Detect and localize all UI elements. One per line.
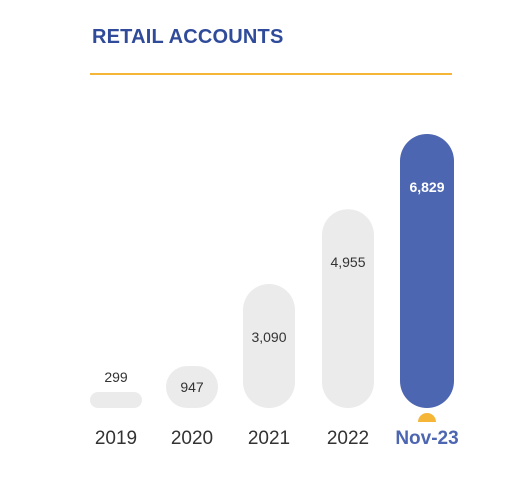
category-label: 2020 bbox=[171, 428, 213, 449]
category-label: Nov-23 bbox=[395, 428, 458, 449]
bars-group bbox=[90, 134, 454, 422]
category-label: 2021 bbox=[248, 428, 290, 449]
value-label: 4,955 bbox=[330, 254, 365, 270]
bar-2022 bbox=[322, 209, 374, 408]
category-label: 2019 bbox=[95, 428, 137, 449]
bar-2020 bbox=[166, 366, 218, 408]
title-underline bbox=[90, 73, 452, 75]
bar-2021 bbox=[243, 284, 295, 408]
value-label: 3,090 bbox=[251, 329, 286, 345]
category-label: 2022 bbox=[327, 428, 369, 449]
bar-nov-23 bbox=[400, 134, 454, 408]
highlight-marker bbox=[418, 413, 436, 422]
value-label: 947 bbox=[180, 379, 204, 395]
chart-title: RETAIL ACCOUNTS bbox=[92, 26, 284, 48]
labels-group: 299 2019 947 2020 3,090 2021 4,955 2022 6,829 Nov… bbox=[95, 179, 459, 449]
bar-2019 bbox=[90, 392, 142, 408]
value-label: 6,829 bbox=[409, 179, 444, 195]
value-label: 299 bbox=[104, 369, 128, 385]
